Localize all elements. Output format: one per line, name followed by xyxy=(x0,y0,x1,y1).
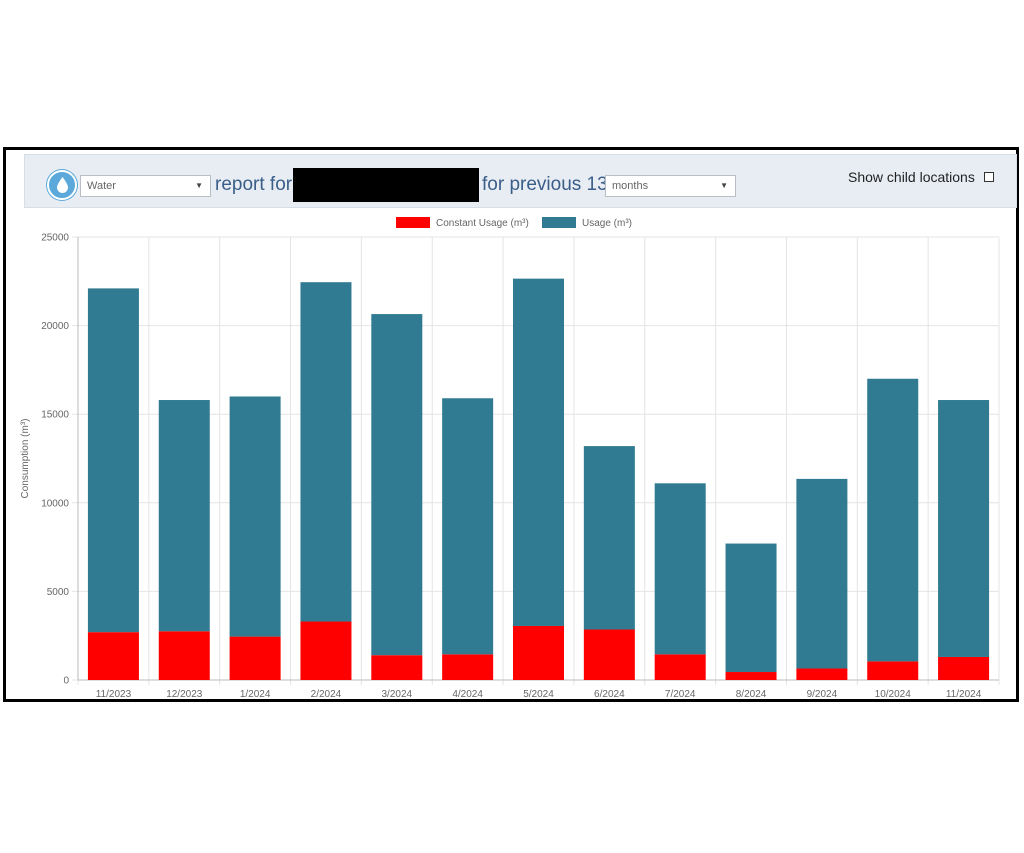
bar-usage xyxy=(442,398,494,655)
x-tick-label: 6/2024 xyxy=(594,689,625,699)
x-tick-label: 10/2024 xyxy=(875,689,912,699)
bar-constant-usage xyxy=(87,632,139,680)
bar-usage xyxy=(158,400,210,632)
period-unit-select[interactable]: months ▼ xyxy=(605,175,736,197)
legend-swatch-usage xyxy=(542,217,576,228)
chevron-down-icon: ▼ xyxy=(720,181,728,190)
bar-constant-usage xyxy=(442,654,494,680)
x-tick-label: 1/2024 xyxy=(240,689,271,699)
chevron-down-icon: ▼ xyxy=(195,181,203,190)
legend-swatch-constant-usage xyxy=(396,217,430,228)
x-tick-label: 2/2024 xyxy=(311,689,342,699)
for-previous-text: for previous 13 xyxy=(482,174,608,195)
bar-usage xyxy=(796,478,848,669)
water-drop-icon xyxy=(47,170,77,200)
bar-constant-usage xyxy=(583,629,635,680)
bar-constant-usage xyxy=(300,621,352,680)
y-tick-label: 20000 xyxy=(41,321,69,332)
x-tick-label: 7/2024 xyxy=(665,689,696,699)
y-tick-label: 0 xyxy=(63,676,69,687)
y-tick-label: 25000 xyxy=(41,233,69,244)
x-tick-label: 5/2024 xyxy=(523,689,554,699)
resource-type-value: Water xyxy=(87,180,116,192)
bar-usage xyxy=(867,378,919,662)
x-tick-label: 12/2023 xyxy=(166,689,203,699)
report-frame: Water ▼ report for for previous 13 month… xyxy=(3,147,1019,702)
bar-usage xyxy=(654,483,706,655)
consumption-chart: 0 5000 10000 15000 20000 25000 11/2023 12/2023 1… xyxy=(20,217,1000,699)
bar-usage xyxy=(725,543,777,673)
y-tick-label: 10000 xyxy=(41,498,69,509)
report-for-text: report for xyxy=(215,174,293,195)
redacted-location xyxy=(293,168,479,202)
show-child-locations-checkbox[interactable] xyxy=(984,172,994,182)
bar-constant-usage xyxy=(229,636,281,680)
x-tick-label: 9/2024 xyxy=(807,689,838,699)
bar-constant-usage xyxy=(867,661,919,680)
bar-constant-usage xyxy=(725,672,777,680)
bar-constant-usage xyxy=(654,654,706,680)
bar-usage xyxy=(229,396,281,637)
bar-constant-usage xyxy=(158,631,210,680)
y-axis-title: Consumption (m³) xyxy=(20,418,31,498)
resource-type-select[interactable]: Water ▼ xyxy=(80,175,211,197)
show-child-locations-label: Show child locations xyxy=(848,169,975,185)
legend-label-constant-usage: Constant Usage (m³) xyxy=(436,218,529,229)
y-tick-label: 15000 xyxy=(41,410,69,421)
x-tick-label: 3/2024 xyxy=(382,689,413,699)
bar-constant-usage xyxy=(371,655,423,680)
bar-usage xyxy=(583,446,635,630)
bar-usage xyxy=(371,314,423,656)
bar-usage xyxy=(938,400,990,657)
bar-usage xyxy=(300,282,352,622)
bar-usage xyxy=(87,288,139,633)
bar-constant-usage xyxy=(938,656,990,680)
x-tick-label: 8/2024 xyxy=(736,689,767,699)
x-tick-label: 4/2024 xyxy=(452,689,483,699)
period-unit-value: months xyxy=(612,180,649,192)
bar-usage xyxy=(512,278,565,626)
legend-label-usage: Usage (m³) xyxy=(582,218,632,229)
x-tick-label: 11/2024 xyxy=(946,689,982,699)
y-tick-label: 5000 xyxy=(47,587,70,598)
bar-constant-usage xyxy=(512,625,565,680)
bar-constant-usage xyxy=(796,668,848,680)
report-toolbar: Water ▼ report for for previous 13 month… xyxy=(24,154,1017,208)
x-tick-label: 11/2023 xyxy=(96,689,132,699)
